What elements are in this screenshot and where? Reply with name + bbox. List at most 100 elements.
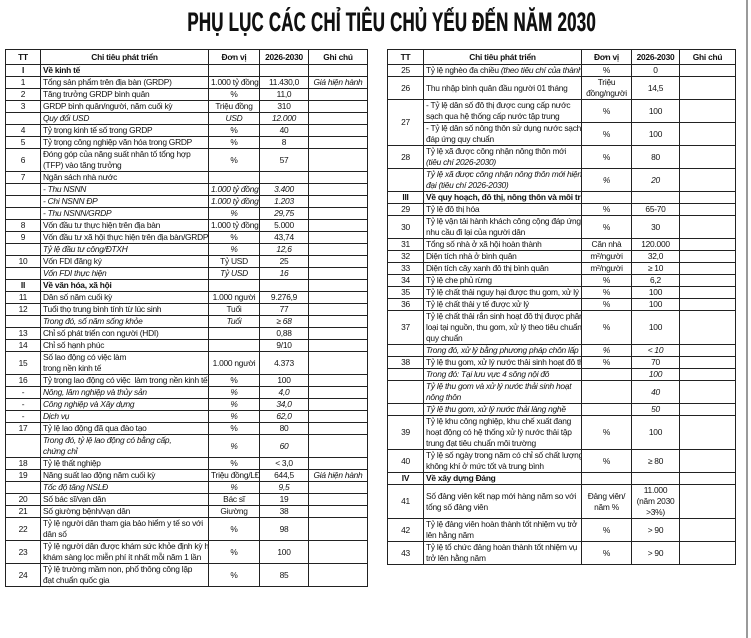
cell-indicator: Tỷ lệ chất thải rắn sinh hoạt đô thị đượ…: [423, 310, 582, 345]
cell-unit: %: [208, 563, 260, 587]
cell-note: [308, 279, 368, 292]
cell-unit: %: [208, 517, 260, 541]
cell-note: [679, 286, 736, 299]
cell-note: [308, 291, 368, 304]
cell-indicator: Tỷ lệ lao động đã qua đào tạo: [40, 422, 209, 435]
table-row: 3 GRDP bình quân/người, năm cuối kỳ Triệu …: [5, 100, 368, 113]
indicators-table-right: TT Chỉ tiêu phát triển Đơn vị 2026-2030 …: [387, 49, 736, 565]
cell-note: [308, 195, 368, 208]
cell-unit: %: [208, 386, 260, 399]
cell-value: [259, 279, 309, 292]
cell-value: 100: [259, 374, 309, 387]
cell-note: [308, 243, 368, 256]
cell-value: 0,88: [259, 327, 309, 340]
cell-tt: 23: [5, 540, 41, 564]
cell-indicator: Ngân sách nhà nước: [40, 171, 209, 184]
cell-tt: 24: [5, 563, 41, 587]
cell-indicator: Vốn đầu tư xã hội thực hiện trên địa bàn…: [40, 231, 209, 244]
cell-value: 100: [631, 310, 680, 345]
cell-value: 0: [631, 64, 680, 77]
cell-indicator: Tỷ lệ người dân được khám sức khỏe định …: [40, 540, 209, 564]
cell-tt: [5, 112, 41, 125]
cell-tt: 2: [5, 88, 41, 101]
page-title: PHỤ LỤC CÁC CHỈ TIÊU CHỦ YẾU ĐẾN NĂM 203…: [187, 7, 596, 37]
table-row: 20 Số bác sĩ/vạn dân Bác sĩ 19: [5, 493, 368, 506]
header-unit: Đơn vị: [581, 49, 632, 65]
cell-note: Giá hiện hành: [308, 469, 368, 482]
cell-value: 644,5: [259, 469, 309, 482]
cell-unit: 1.000 tỷ đồng: [208, 195, 260, 208]
cell-indicator: Tỷ trọng kinh tế số trong GRDP: [40, 124, 209, 137]
cell-indicator: Năng suất lao động năm cuối kỳ: [40, 469, 209, 482]
cell-unit: 1.000 người: [208, 291, 260, 304]
cell-unit: 1.000 tỷ đồng: [208, 76, 260, 89]
cell-tt: 43: [387, 541, 424, 565]
cell-note: [679, 356, 736, 369]
header-note: Ghi chú: [308, 49, 368, 65]
cell-tt: 17: [5, 422, 41, 435]
cell-note: [308, 517, 368, 541]
section-row: III Về quy hoạch, đô thị, nông thôn và mô…: [387, 191, 736, 204]
header-note: Ghi chú: [679, 49, 736, 65]
cell-value: 9/10: [259, 339, 309, 352]
cell-unit: %: [581, 310, 632, 345]
cell-unit: %: [208, 124, 260, 137]
cell-unit: %: [208, 88, 260, 101]
cell-tt: IV: [387, 472, 424, 485]
cell-value: 57: [259, 148, 309, 172]
cell-unit: Triệu đồng: [208, 100, 260, 113]
cell-unit: %: [208, 136, 260, 149]
cell-tt: 9: [5, 231, 41, 244]
cell-unit: m²/người: [581, 262, 632, 275]
header-indicator: Chỉ tiêu phát triển: [40, 49, 209, 65]
title-container: PHỤ LỤC CÁC CHỈ TIÊU CHỦ YẾU ĐẾN NĂM 203…: [0, 7, 751, 38]
cell-unit: 1.000 tỷ đồng: [208, 219, 260, 232]
cell-value: 16: [259, 267, 309, 280]
header-tt: TT: [387, 49, 424, 65]
table-header-row: TT Chỉ tiêu phát triển Đơn vị 2026-2030 …: [387, 49, 736, 65]
cell-indicator: Vốn FDI đăng ký: [40, 255, 209, 268]
cell-value: 100: [631, 298, 680, 311]
cell-tt: [5, 267, 41, 280]
cell-value: 40: [259, 124, 309, 137]
cell-note: [679, 310, 736, 345]
cell-indicator: Dân số năm cuối kỳ: [40, 291, 209, 304]
table-row: Trong đó: Tại lưu vực 4 sông nội đô 100: [387, 368, 736, 381]
table-row: 9 Vốn đầu tư xã hội thực hiện trên địa bà…: [5, 231, 368, 244]
cell-unit: [208, 64, 260, 77]
cell-indicator: Tỷ lệ người dân tham gia bảo hiểm y tế s…: [40, 517, 209, 541]
cell-indicator: - Tỷ lệ dân số đô thị được cung cấp nước…: [423, 99, 582, 123]
cell-tt: [387, 368, 424, 381]
cell-indicator: Trong đó, tỷ lệ lao động có bằng cấp, ch…: [40, 434, 209, 458]
cell-unit: %: [581, 215, 632, 239]
cell-indicator: Tuổi thọ trung bình tính từ lúc sinh: [40, 303, 209, 316]
table-row: Tỷ lệ thu gom và xử lý nước thải sinh ho…: [387, 380, 736, 404]
cell-note: [308, 386, 368, 399]
table-row: - Chi NSNN ĐP 1.000 tỷ đồng 1.203: [5, 195, 368, 208]
cell-value: > 90: [631, 541, 680, 565]
cell-unit: Triệu đồng/LĐ: [208, 469, 260, 482]
cell-value: 30: [631, 215, 680, 239]
cell-value: 50: [631, 403, 680, 416]
cell-unit: Căn nhà: [581, 238, 632, 251]
cell-note: [679, 76, 736, 100]
cell-unit: Tuổi: [208, 303, 260, 316]
cell-unit: %: [581, 274, 632, 287]
cell-indicator: Trong đó, xử lý bằng phương pháp chôn lấ…: [423, 344, 582, 357]
cell-unit: USD: [208, 112, 260, 125]
table-row: Trong đó, số năm sống khỏe Tuổi ≥ 68: [5, 315, 368, 328]
cell-note: [308, 505, 368, 518]
section-row: I Về kinh tế: [5, 64, 368, 77]
cell-unit: Tỷ USD: [208, 255, 260, 268]
cell-unit: [581, 368, 632, 381]
table-row: 13 Chỉ số phát triển con người (HDI) 0,88: [5, 327, 368, 340]
cell-note: [679, 99, 736, 123]
cell-tt: 7: [5, 171, 41, 184]
cell-value: [631, 191, 680, 204]
cell-indicator: Tăng trưởng GRDP bình quân: [40, 88, 209, 101]
cell-unit: %: [581, 122, 632, 146]
cell-value: ≥ 68: [259, 315, 309, 328]
cell-value: 80: [631, 145, 680, 169]
header-tt: TT: [5, 49, 41, 65]
indicator-text: Tỷ lệ xã được công nhận nông thôn mới: [426, 146, 567, 157]
